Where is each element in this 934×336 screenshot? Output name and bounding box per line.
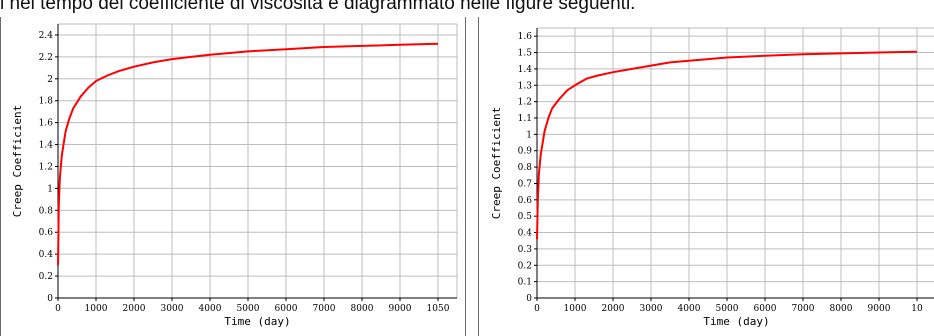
grid — [58, 24, 457, 298]
intro-text: i nel tempo del coefficiente di viscosit… — [0, 0, 636, 14]
y-tick-label: 1 — [47, 184, 53, 194]
x-tick-label: 8000 — [830, 304, 853, 314]
y-tick-label: 1.2 — [39, 162, 53, 172]
x-tick-label: 0 — [55, 304, 61, 314]
y-tick-label: 0.6 — [39, 228, 54, 238]
x-tick-label: 4000 — [199, 304, 222, 314]
y-tick-label: 1.6 — [518, 32, 533, 42]
y-axis-title: Creep Coefficient — [11, 105, 24, 218]
x-tick-label: 6000 — [275, 304, 298, 314]
y-tick-label: 0 — [47, 294, 53, 304]
y-tick-label: 0 — [526, 294, 532, 304]
x-tick-label: 10 — [911, 304, 923, 314]
y-tick-label: 1.3 — [518, 81, 533, 91]
y-tick-label: 2 — [47, 75, 53, 85]
y-tick-label: 0.4 — [39, 250, 54, 260]
creep-chart-right: 0 1000 2000 3000 4000 5000 6000 7000 8000 9000 100… — [490, 27, 934, 328]
x-tick-label: 0 — [534, 304, 540, 314]
y-tick-label: 0.8 — [39, 206, 54, 216]
x-axis-title: Time (day) — [224, 315, 290, 328]
x-tick-label: 3000 — [161, 304, 184, 314]
series-line — [57, 42, 439, 266]
y-tick-label: 0.5 — [518, 212, 533, 222]
x-tick-label: 2000 — [602, 304, 625, 314]
x-axis-title: Time (day) — [703, 315, 769, 328]
x-tick-label: 5000 — [237, 304, 260, 314]
x-tick-label: 5000 — [716, 304, 739, 314]
y-tick-label: 1.2 — [518, 98, 532, 108]
y-tick-label: 0.7 — [518, 179, 533, 189]
y-tick-label: 1.4 — [518, 65, 533, 75]
y-axis-title: Creep Coefficient — [490, 107, 503, 220]
grid — [537, 28, 934, 298]
x-tick-label: 9000 — [389, 304, 412, 314]
y-tick-label: 0.4 — [518, 229, 533, 239]
y-tick-label: 1.1 — [518, 114, 532, 124]
x-tick-label: 7000 — [792, 304, 815, 314]
x-tick-label: 7000 — [313, 304, 336, 314]
y-tick-label: 0.3 — [518, 245, 533, 255]
y-tick-label: 1.6 — [39, 119, 54, 129]
y-tick-label: 0.6 — [518, 196, 533, 206]
y-tick-label: 2.4 — [39, 31, 54, 41]
x-tick-label: 2000 — [123, 304, 146, 314]
creep-chart-left: 0 1000 2000 3000 4000 5000 6000 7000 8000 9000 105… — [11, 23, 458, 328]
y-tick-label: 0.1 — [518, 278, 532, 288]
series-line — [536, 50, 918, 240]
x-tick-label: 9000 — [868, 304, 891, 314]
y-tick-label: 0.8 — [518, 163, 533, 173]
chart-panel-left: 0 1000 2000 3000 4000 5000 6000 7000 8000 9000 105… — [0, 17, 466, 336]
x-tick-label: 1000 — [85, 304, 108, 314]
chart-panel-right: 0 1000 2000 3000 4000 5000 6000 7000 8000 9000 10 0… — [478, 17, 934, 336]
x-tick-label: 1050 — [427, 304, 450, 314]
y-tick-label: 1 — [526, 130, 532, 140]
y-tick-label: 2.2 — [39, 53, 53, 63]
y-tick-label: 0.9 — [518, 147, 533, 157]
x-tick-label: 4000 — [678, 304, 701, 314]
y-tick-label: 1.5 — [518, 49, 533, 59]
y-tick-label: 0.2 — [39, 272, 53, 282]
y-tick-label: 0.2 — [518, 261, 532, 271]
x-tick-label: 1000 — [564, 304, 587, 314]
x-tick-label: 6000 — [754, 304, 777, 314]
x-tick-label: 8000 — [351, 304, 374, 314]
y-tick-label: 1.8 — [39, 97, 54, 107]
y-tick-label: 1.4 — [39, 141, 54, 151]
x-tick-label: 3000 — [640, 304, 663, 314]
